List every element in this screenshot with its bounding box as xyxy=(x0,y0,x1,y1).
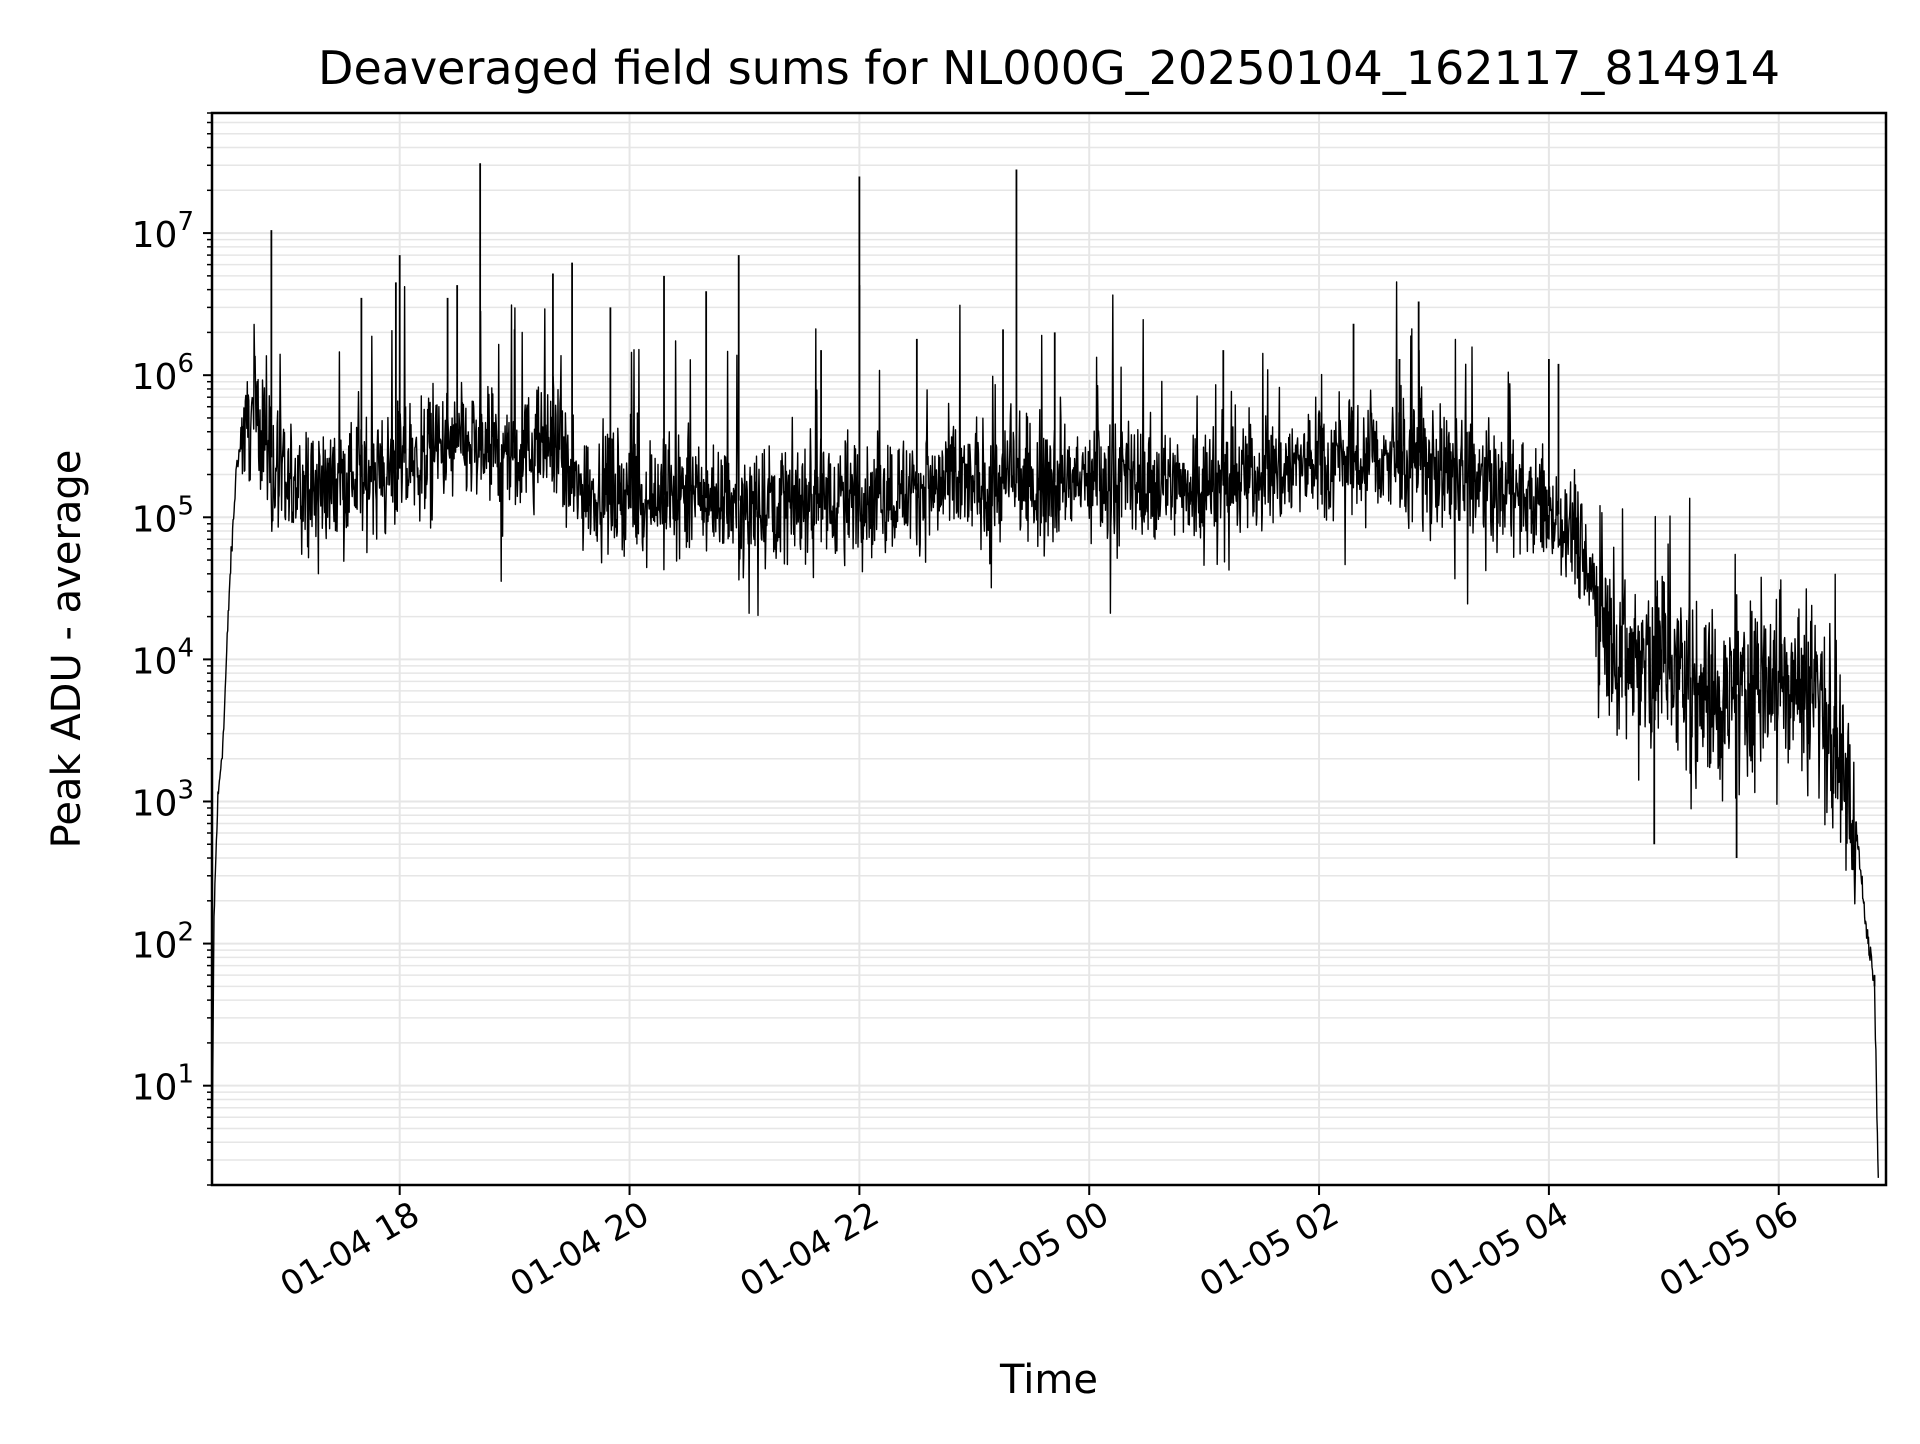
chart-title: Deaveraged field sums for NL000G_2025010… xyxy=(318,41,1780,95)
y-tick-label: 101 xyxy=(132,1060,194,1109)
grid xyxy=(212,112,1886,1186)
y-tick-label: 107 xyxy=(132,207,194,256)
axes-frame xyxy=(210,111,1888,1187)
y-tick-label: 104 xyxy=(132,633,194,682)
y-axis-label: Peak ADU - average xyxy=(44,450,90,849)
y-tick-label: 102 xyxy=(132,918,194,967)
plot-area xyxy=(211,163,1879,1184)
x-axis-label: Time xyxy=(999,1357,1098,1403)
y-tick-label: 105 xyxy=(132,491,194,540)
y-tick-label: 106 xyxy=(132,349,194,398)
y-tick-label: 103 xyxy=(132,775,194,824)
series-line xyxy=(211,281,1879,1184)
